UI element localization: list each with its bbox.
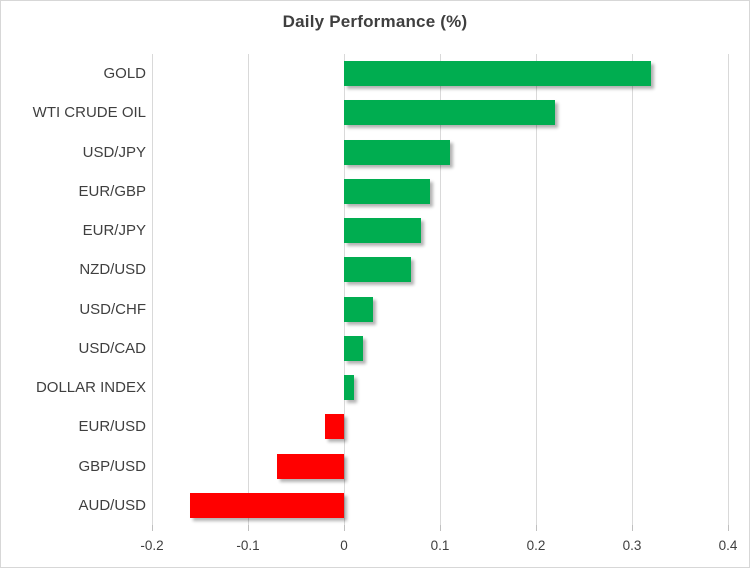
bar-eur-gbp — [344, 178, 431, 204]
bar-aud-usd — [190, 492, 344, 518]
category-label: EUR/GBP — [78, 182, 146, 200]
category-label: WTI CRUDE OIL — [32, 104, 146, 122]
chart-title: Daily Performance (%) — [282, 12, 468, 31]
gridline — [728, 54, 729, 525]
axis-tick-mark — [536, 525, 537, 531]
bar-eur-jpy — [344, 218, 421, 244]
category-label: USD/CAD — [78, 339, 146, 357]
bar-nzd-usd — [344, 257, 412, 283]
value-axis-label: 0.4 — [718, 538, 738, 553]
axis-tick-mark — [152, 525, 153, 531]
axis-tick-mark — [344, 525, 345, 531]
value-axis-label: 0.3 — [622, 538, 642, 553]
gridline — [536, 54, 537, 525]
axis-tick-mark — [440, 525, 441, 531]
gridline — [632, 54, 633, 525]
bar-usd-chf — [344, 296, 373, 322]
category-label: AUD/USD — [78, 496, 146, 514]
gridline — [248, 54, 249, 525]
bar-usd-jpy — [344, 139, 450, 165]
axis-tick-mark — [248, 525, 249, 531]
value-axis-label: -0.2 — [140, 538, 164, 553]
gridline — [152, 54, 153, 525]
value-axis-label: 0.1 — [430, 538, 450, 553]
value-axis-label: 0 — [340, 538, 348, 553]
bar-gbp-usd — [276, 453, 344, 479]
bar-gold — [344, 61, 652, 87]
category-label: NZD/USD — [79, 261, 146, 279]
value-axis-label: -0.1 — [236, 538, 260, 553]
category-label: DOLLAR INDEX — [35, 379, 146, 396]
category-label: USD/CHF — [79, 300, 146, 318]
value-axis-label: 0.2 — [526, 538, 546, 553]
bar-wti-crude-oil — [344, 100, 556, 126]
category-label: EUR/JPY — [82, 222, 146, 239]
axis-tick-mark — [728, 525, 729, 531]
category-label: GOLD — [103, 65, 146, 82]
bar-usd-cad — [344, 335, 364, 361]
category-label: USD/JPY — [82, 143, 146, 161]
axis-tick-mark — [632, 525, 633, 531]
category-label: EUR/USD — [78, 418, 146, 436]
category-label: GBP/USD — [78, 457, 146, 475]
gridline — [344, 54, 345, 525]
gridline — [440, 54, 441, 525]
bar-dollar-index — [344, 375, 354, 401]
bar-eur-usd — [324, 414, 344, 440]
